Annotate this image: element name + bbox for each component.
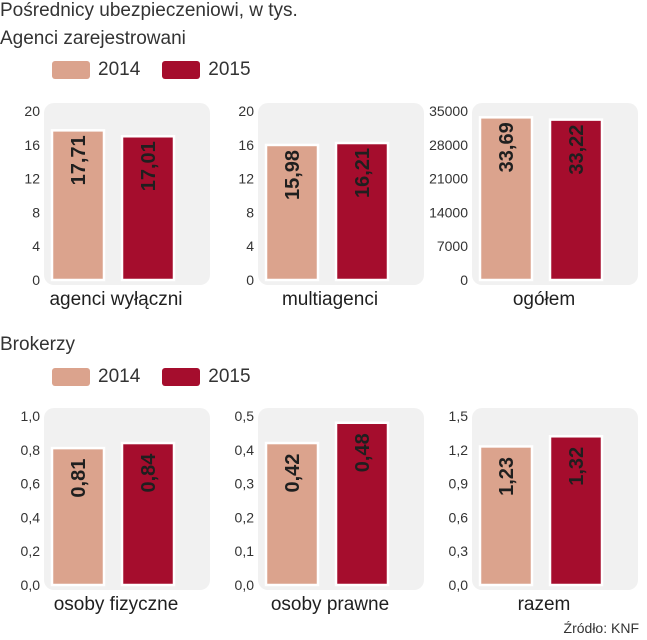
bar-2015 — [334, 141, 390, 282]
data-label-2014: 15,98 — [282, 150, 304, 200]
legend-label-2015: 2015 — [208, 366, 251, 387]
y-tick-label: 0 — [460, 272, 468, 288]
x-axis-label: osoby prawne — [271, 594, 389, 615]
y-tick-label: 0,0 — [21, 577, 41, 593]
legend-label-2015: 2015 — [208, 59, 251, 80]
legend-item-2014: 2014 — [52, 366, 140, 388]
y-tick-label: 20 — [24, 103, 40, 119]
y-tick-label: 4 — [32, 238, 40, 254]
bar-2015 — [120, 135, 176, 282]
bar-2014 — [478, 116, 534, 282]
y-tick-label: 0,1 — [235, 543, 255, 559]
bar-2014 — [264, 441, 320, 587]
panel-razem: 0,0 0,3 0,6 0,9 1,2 1,5 1,23 1,32 razem — [428, 408, 638, 618]
legend-swatch-2014 — [52, 368, 90, 386]
data-label-2014: 0,42 — [282, 454, 304, 493]
y-tick-label: 0,4 — [235, 442, 255, 458]
legend-label-2014: 2014 — [98, 366, 141, 387]
y-tick-label: 1,5 — [449, 408, 469, 424]
y-tick-label: 21000 — [429, 171, 468, 187]
bar-2014 — [478, 445, 534, 587]
y-tick-label: 7000 — [437, 238, 468, 254]
y-tick-label: 0,5 — [235, 408, 255, 424]
panel-agenci-wylaczni: 0 4 8 12 16 20 17,71 17,01 agenci wyłączni — [0, 103, 210, 313]
y-tick-label: 20 — [238, 103, 254, 119]
y-tick-label: 0,6 — [21, 476, 41, 492]
y-tick-label: 0,9 — [449, 476, 469, 492]
section-title-brokers: Brokerzy — [0, 334, 75, 355]
y-tick-label: 12 — [238, 171, 254, 187]
x-axis-label: agenci wyłączni — [49, 289, 182, 310]
legend-item-2015: 2015 — [162, 366, 251, 388]
legend-item-2014: 2014 — [52, 59, 140, 81]
chart-agenci-wylaczni: 0 4 8 12 16 20 17,71 17,01 agenci wyłączni — [24, 103, 210, 310]
y-tick-label: 8 — [32, 204, 40, 220]
chart-razem: 0,0 0,3 0,6 0,9 1,2 1,5 1,23 1,32 razem — [449, 408, 638, 615]
bar-2014 — [50, 446, 106, 587]
chart-ogolem: 0 7000 14000 21000 28000 35000 33,69 33,22 ogółe… — [429, 103, 638, 310]
y-tick-label: 0,2 — [21, 543, 41, 559]
bar-2015 — [548, 435, 604, 587]
chart-osoby-prawne: 0,0 0,1 0,2 0,3 0,4 0,5 0,42 0,48 osoby prawne — [235, 408, 424, 615]
x-axis-label: multiagenci — [282, 289, 378, 310]
y-tick-label: 16 — [24, 137, 40, 153]
y-tick-label: 28000 — [429, 137, 468, 153]
bar-2015 — [334, 421, 390, 587]
y-tick-label: 0,0 — [235, 577, 255, 593]
legend-swatch-2015 — [162, 368, 201, 386]
section-title-agents: Agenci zarejestrowani — [0, 28, 186, 49]
x-axis-label: ogółem — [513, 289, 575, 310]
data-label-2015: 0,84 — [138, 453, 160, 493]
y-tick-label: 0 — [246, 272, 254, 288]
chart-multiagenci: 0 4 8 12 16 20 15,98 16,21 multiagenci — [238, 103, 424, 310]
y-tick-label: 1,2 — [449, 442, 469, 458]
y-tick-label: 0,6 — [449, 509, 469, 525]
chart-title: Pośrednicy ubezpieczeniowi, w tys. — [0, 0, 298, 21]
y-tick-label: 0,0 — [449, 577, 469, 593]
y-tick-label: 1,0 — [21, 408, 41, 424]
y-tick-label: 8 — [246, 204, 254, 220]
y-tick-label: 0,4 — [21, 509, 41, 525]
legend-swatch-2015 — [162, 61, 201, 79]
y-tick-label: 4 — [246, 238, 254, 254]
y-tick-label: 0,8 — [21, 442, 41, 458]
chart-osoby-fizyczne: 0,0 0,2 0,4 0,6 0,8 1,0 0,81 0,84 osoby fizyczne — [21, 408, 210, 615]
bar-2014 — [264, 143, 320, 282]
source-note: Źródło: KNF — [563, 620, 639, 636]
bar-2014 — [50, 129, 106, 282]
bar-2015 — [548, 118, 604, 282]
panel-osoby-fizyczne: 0,0 0,2 0,4 0,6 0,8 1,0 0,81 0,84 osoby fizyczne — [0, 408, 210, 618]
data-label-2015: 1,32 — [566, 447, 588, 486]
y-tick-label: 16 — [238, 137, 254, 153]
panel-osoby-prawne: 0,0 0,1 0,2 0,3 0,4 0,5 0,42 0,48 osoby prawne — [214, 408, 424, 618]
legend-agents: 2014 2015 — [52, 59, 273, 81]
panel-ogolem: 0 7000 14000 21000 28000 35000 33,69 33,22 ogółe… — [428, 103, 638, 313]
data-label-2015: 16,21 — [352, 148, 374, 198]
x-axis-label: razem — [518, 594, 571, 615]
data-label-2014: 33,69 — [496, 122, 518, 172]
legend-item-2015: 2015 — [162, 59, 251, 81]
legend-swatch-2014 — [52, 61, 90, 79]
bar-2015 — [120, 441, 176, 587]
y-tick-label: 0,2 — [235, 509, 255, 525]
data-label-2014: 0,81 — [68, 459, 90, 498]
data-label-2014: 1,23 — [496, 457, 518, 496]
y-tick-label: 12 — [24, 171, 40, 187]
data-label-2015: 17,01 — [138, 141, 160, 191]
panel-multiagenci: 0 4 8 12 16 20 15,98 16,21 multiagenci — [214, 103, 424, 313]
data-label-2014: 17,71 — [68, 135, 90, 185]
y-tick-label: 0,3 — [449, 543, 469, 559]
y-tick-label: 35000 — [429, 103, 468, 119]
y-tick-label: 14000 — [429, 204, 468, 220]
y-tick-label: 0 — [32, 272, 40, 288]
x-axis-label: osoby fizyczne — [54, 594, 179, 615]
y-tick-label: 0,3 — [235, 476, 255, 492]
data-label-2015: 33,22 — [566, 125, 588, 175]
data-label-2015: 0,48 — [352, 433, 374, 472]
legend-brokers: 2014 2015 — [52, 366, 273, 388]
legend-label-2014: 2014 — [98, 59, 141, 80]
